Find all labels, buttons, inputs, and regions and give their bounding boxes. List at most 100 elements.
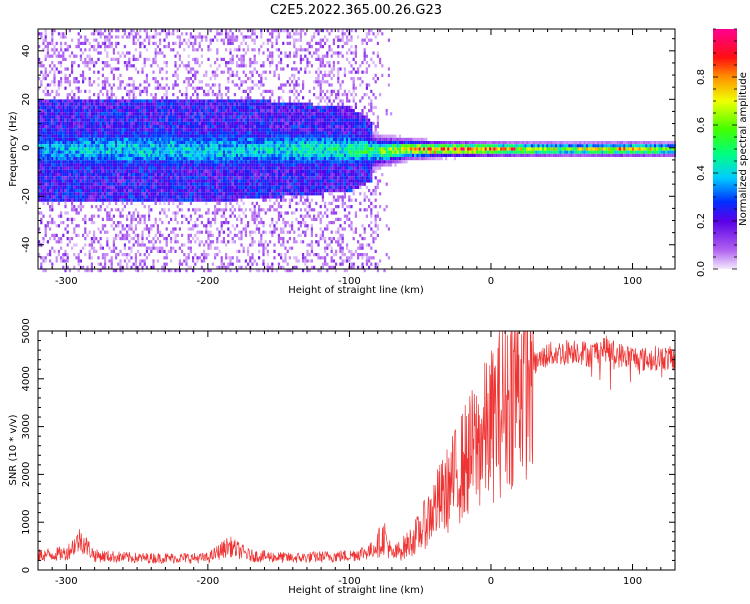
heatmap-cell <box>121 96 124 100</box>
heatmap-cell <box>148 141 151 145</box>
heatmap-cell <box>233 121 236 125</box>
heatmap-cell <box>165 237 168 241</box>
heatmap-cell <box>60 185 63 189</box>
heatmap-cell <box>126 169 129 173</box>
heatmap-cell <box>244 185 247 189</box>
heatmap-cell <box>185 173 188 177</box>
heatmap-cell <box>181 131 184 135</box>
heatmap-cell <box>110 150 113 154</box>
heatmap-cell <box>104 262 107 266</box>
heatmap-cell <box>231 102 234 106</box>
heatmap-cell <box>57 86 60 90</box>
heatmap-cell <box>178 121 181 125</box>
heatmap-cell <box>108 137 111 141</box>
heatmap-cell <box>242 176 245 180</box>
heatmap-cell <box>207 269 210 273</box>
heatmap-cell <box>55 192 58 196</box>
heatmap-cell <box>194 115 197 119</box>
heatmap-cell <box>247 121 250 125</box>
heatmap-cell <box>167 125 170 129</box>
heatmap-cell <box>167 198 170 202</box>
heatmap-cell <box>196 128 199 132</box>
heatmap-cell <box>240 112 243 116</box>
heatmap-cell <box>216 125 219 129</box>
heatmap-cell <box>187 118 190 122</box>
heatmap-cell <box>192 121 195 125</box>
heatmap-cell <box>236 179 239 183</box>
heatmap-cell <box>130 109 133 113</box>
heatmap-cell <box>247 109 250 113</box>
heatmap-cell <box>51 166 54 170</box>
heatmap-cell <box>148 230 151 234</box>
heatmap-cell <box>57 121 60 125</box>
heatmap-cell <box>251 169 254 173</box>
heatmap-cell <box>75 99 78 103</box>
heatmap-cell <box>75 115 78 119</box>
heatmap-cell <box>233 118 236 122</box>
heatmap-cell <box>167 208 170 212</box>
heatmap-cell <box>172 131 175 135</box>
heatmap-cell <box>137 112 140 116</box>
heatmap-cell <box>49 131 52 135</box>
heatmap-cell <box>115 208 118 212</box>
heatmap-cell <box>247 192 250 196</box>
heatmap-cell <box>57 189 60 193</box>
heatmap-cell <box>84 217 87 221</box>
heatmap-cell <box>233 141 236 145</box>
heatmap-cell <box>60 118 63 122</box>
heatmap-cell <box>240 105 243 109</box>
heatmap-cell <box>95 29 98 33</box>
heatmap-cell <box>106 109 109 113</box>
heatmap-cell <box>154 166 157 170</box>
heatmap-cell <box>255 118 258 122</box>
heatmap-cell <box>194 70 197 74</box>
heatmap-cell <box>77 115 80 119</box>
heatmap-cell <box>53 166 56 170</box>
heatmap-cell <box>150 128 153 132</box>
heatmap-cell <box>104 144 107 148</box>
heatmap-cell <box>196 131 199 135</box>
heatmap-cell <box>231 237 234 241</box>
heatmap-cell <box>163 109 166 113</box>
heatmap-cell <box>115 115 118 119</box>
heatmap-cell <box>156 160 159 164</box>
heatmap-cell <box>82 121 85 125</box>
heatmap-cell <box>183 243 186 247</box>
heatmap-cell <box>174 121 177 125</box>
heatmap-cell <box>242 185 245 189</box>
heatmap-cell <box>51 221 54 225</box>
heatmap-cell <box>42 201 45 205</box>
heatmap-cell <box>176 51 179 55</box>
heatmap-cell <box>97 185 100 189</box>
heatmap-cell <box>229 144 232 148</box>
heatmap-cell <box>115 125 118 129</box>
heatmap-cell <box>194 118 197 122</box>
heatmap-cell <box>238 144 241 148</box>
heatmap-cell <box>49 105 52 109</box>
heatmap-cell <box>205 134 208 138</box>
heatmap-cell <box>139 253 142 257</box>
heatmap-cell <box>240 166 243 170</box>
heatmap-cell <box>266 208 269 212</box>
heatmap-cell <box>218 112 221 116</box>
heatmap-cell <box>251 150 254 154</box>
heatmap-cell <box>258 179 261 183</box>
heatmap-cell <box>236 48 239 52</box>
heatmap-cell <box>189 163 192 167</box>
heatmap-cell <box>150 189 153 193</box>
heatmap-cell <box>99 35 102 39</box>
heatmap-cell <box>242 166 245 170</box>
heatmap-cell <box>82 61 85 65</box>
heatmap-cell <box>46 224 49 228</box>
heatmap-cell <box>154 201 157 205</box>
heatmap-cell <box>238 163 241 167</box>
heatmap-cell <box>110 128 113 132</box>
heatmap-cell <box>227 198 230 202</box>
heatmap-cell <box>150 134 153 138</box>
heatmap-cell <box>148 134 151 138</box>
heatmap-cell <box>66 157 69 161</box>
heatmap-cell <box>209 134 212 138</box>
heatmap-cell <box>82 205 85 209</box>
heatmap-cell <box>40 173 43 177</box>
heatmap-cell <box>73 189 76 193</box>
